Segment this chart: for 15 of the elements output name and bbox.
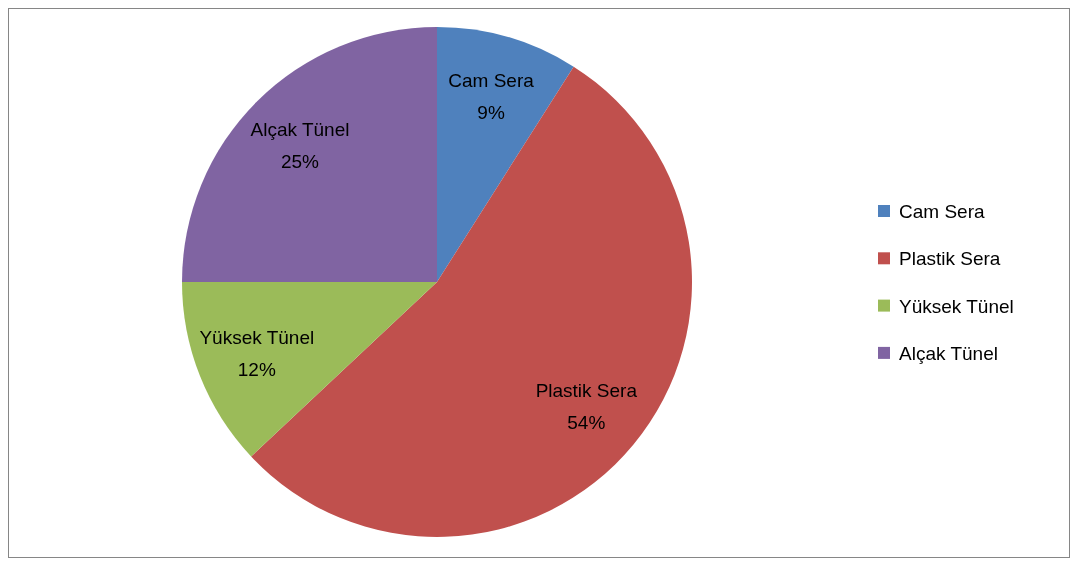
pie-slice (437, 27, 574, 282)
slice-label: Alçak Tünel (250, 118, 350, 140)
legend-label: Alçak Tünel (899, 342, 998, 364)
data-label: 12% (237, 359, 276, 381)
pie-slice (182, 282, 437, 457)
slice-label: Plastik Sera (535, 379, 638, 401)
slice-label: Yüksek Tünel (199, 327, 315, 349)
data-label: 9% (477, 101, 505, 123)
legend-label: Cam Sera (899, 201, 985, 222)
pie-slice (182, 27, 437, 282)
slice-label: Cam Sera (448, 69, 535, 91)
data-label: 25% (280, 150, 320, 172)
legend-label: Plastik Sera (899, 248, 1001, 270)
legend-label: Yüksek Tünel (899, 295, 1014, 317)
data-label: 54% (567, 411, 606, 433)
